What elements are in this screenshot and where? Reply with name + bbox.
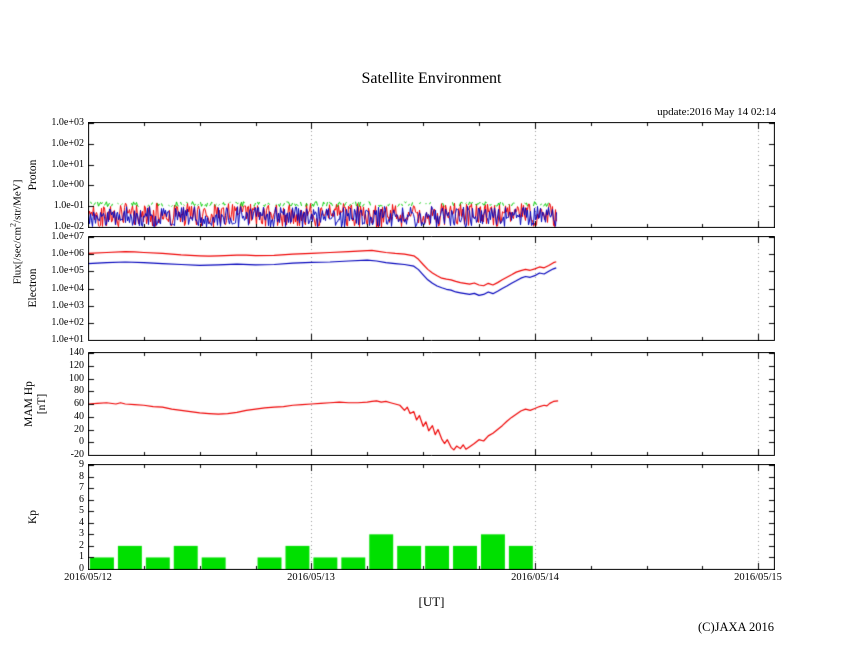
y-tick-label: 140 [69,347,84,358]
chart-title: Satellite Environment [361,70,502,87]
y-tick-label: 1.0e-02 [53,221,84,232]
kp-chart [88,464,775,570]
copyright: (C)JAXA 2016 [697,620,774,634]
y-tick-label: 1.0e+03 [51,117,84,128]
y-tick-label: 100 [69,372,84,384]
y-tick-label: 1.0e+01 [51,158,84,170]
y-tick-label: 1 [79,551,84,563]
y-tick-label: 0 [79,436,84,448]
y-tick-label: 1.0e-01 [53,200,84,212]
y-tick-label: 40 [74,410,84,422]
y-tick-label: 1.0e+05 [51,265,84,277]
y-tick-label: 4 [79,516,84,528]
y-tick-label: 1.0e+04 [51,282,84,294]
y-tick-label: 6 [79,493,84,505]
y-tick-label: 1.0e+00 [51,179,84,191]
x-tick-label: 2016/05/15 [734,572,782,583]
y-tick-label: 0 [79,563,84,574]
y-tick-label: 1.0e+01 [51,334,84,345]
y-tick-label: 120 [69,359,84,371]
y-tick-label: 1.0e+02 [51,137,84,149]
proton-chart [88,122,775,228]
y-tick-label: 8 [79,470,84,482]
update-timestamp: update:2016 May 14 02:14 [657,106,776,118]
y-tick-label: 80 [74,385,84,397]
y-tick-label: 7 [79,482,84,494]
x-tick-label: 2016/05/14 [511,572,559,583]
y-tick-label: 60 [74,398,84,409]
y-tick-label: 1.0e+03 [51,299,84,311]
y-tick-label: 5 [79,505,84,517]
x-axis-title: [UT] [418,594,445,609]
y-tick-label: 1.0e+02 [51,316,84,328]
y-tick-label: 1.0e+07 [51,231,84,242]
electron-chart [88,236,775,341]
y-tick-label: 1.0e+06 [51,248,84,260]
y-tick-label: -20 [70,449,84,460]
mam-hp-chart [88,352,775,456]
y-tick-label: 2 [79,539,84,551]
x-tick-label: 2016/05/13 [287,572,335,583]
y-tick-label: 9 [79,459,84,470]
x-tick-label: 2016/05/12 [64,572,112,583]
y-tick-label: 3 [79,528,84,540]
y-tick-label: 20 [74,423,84,435]
